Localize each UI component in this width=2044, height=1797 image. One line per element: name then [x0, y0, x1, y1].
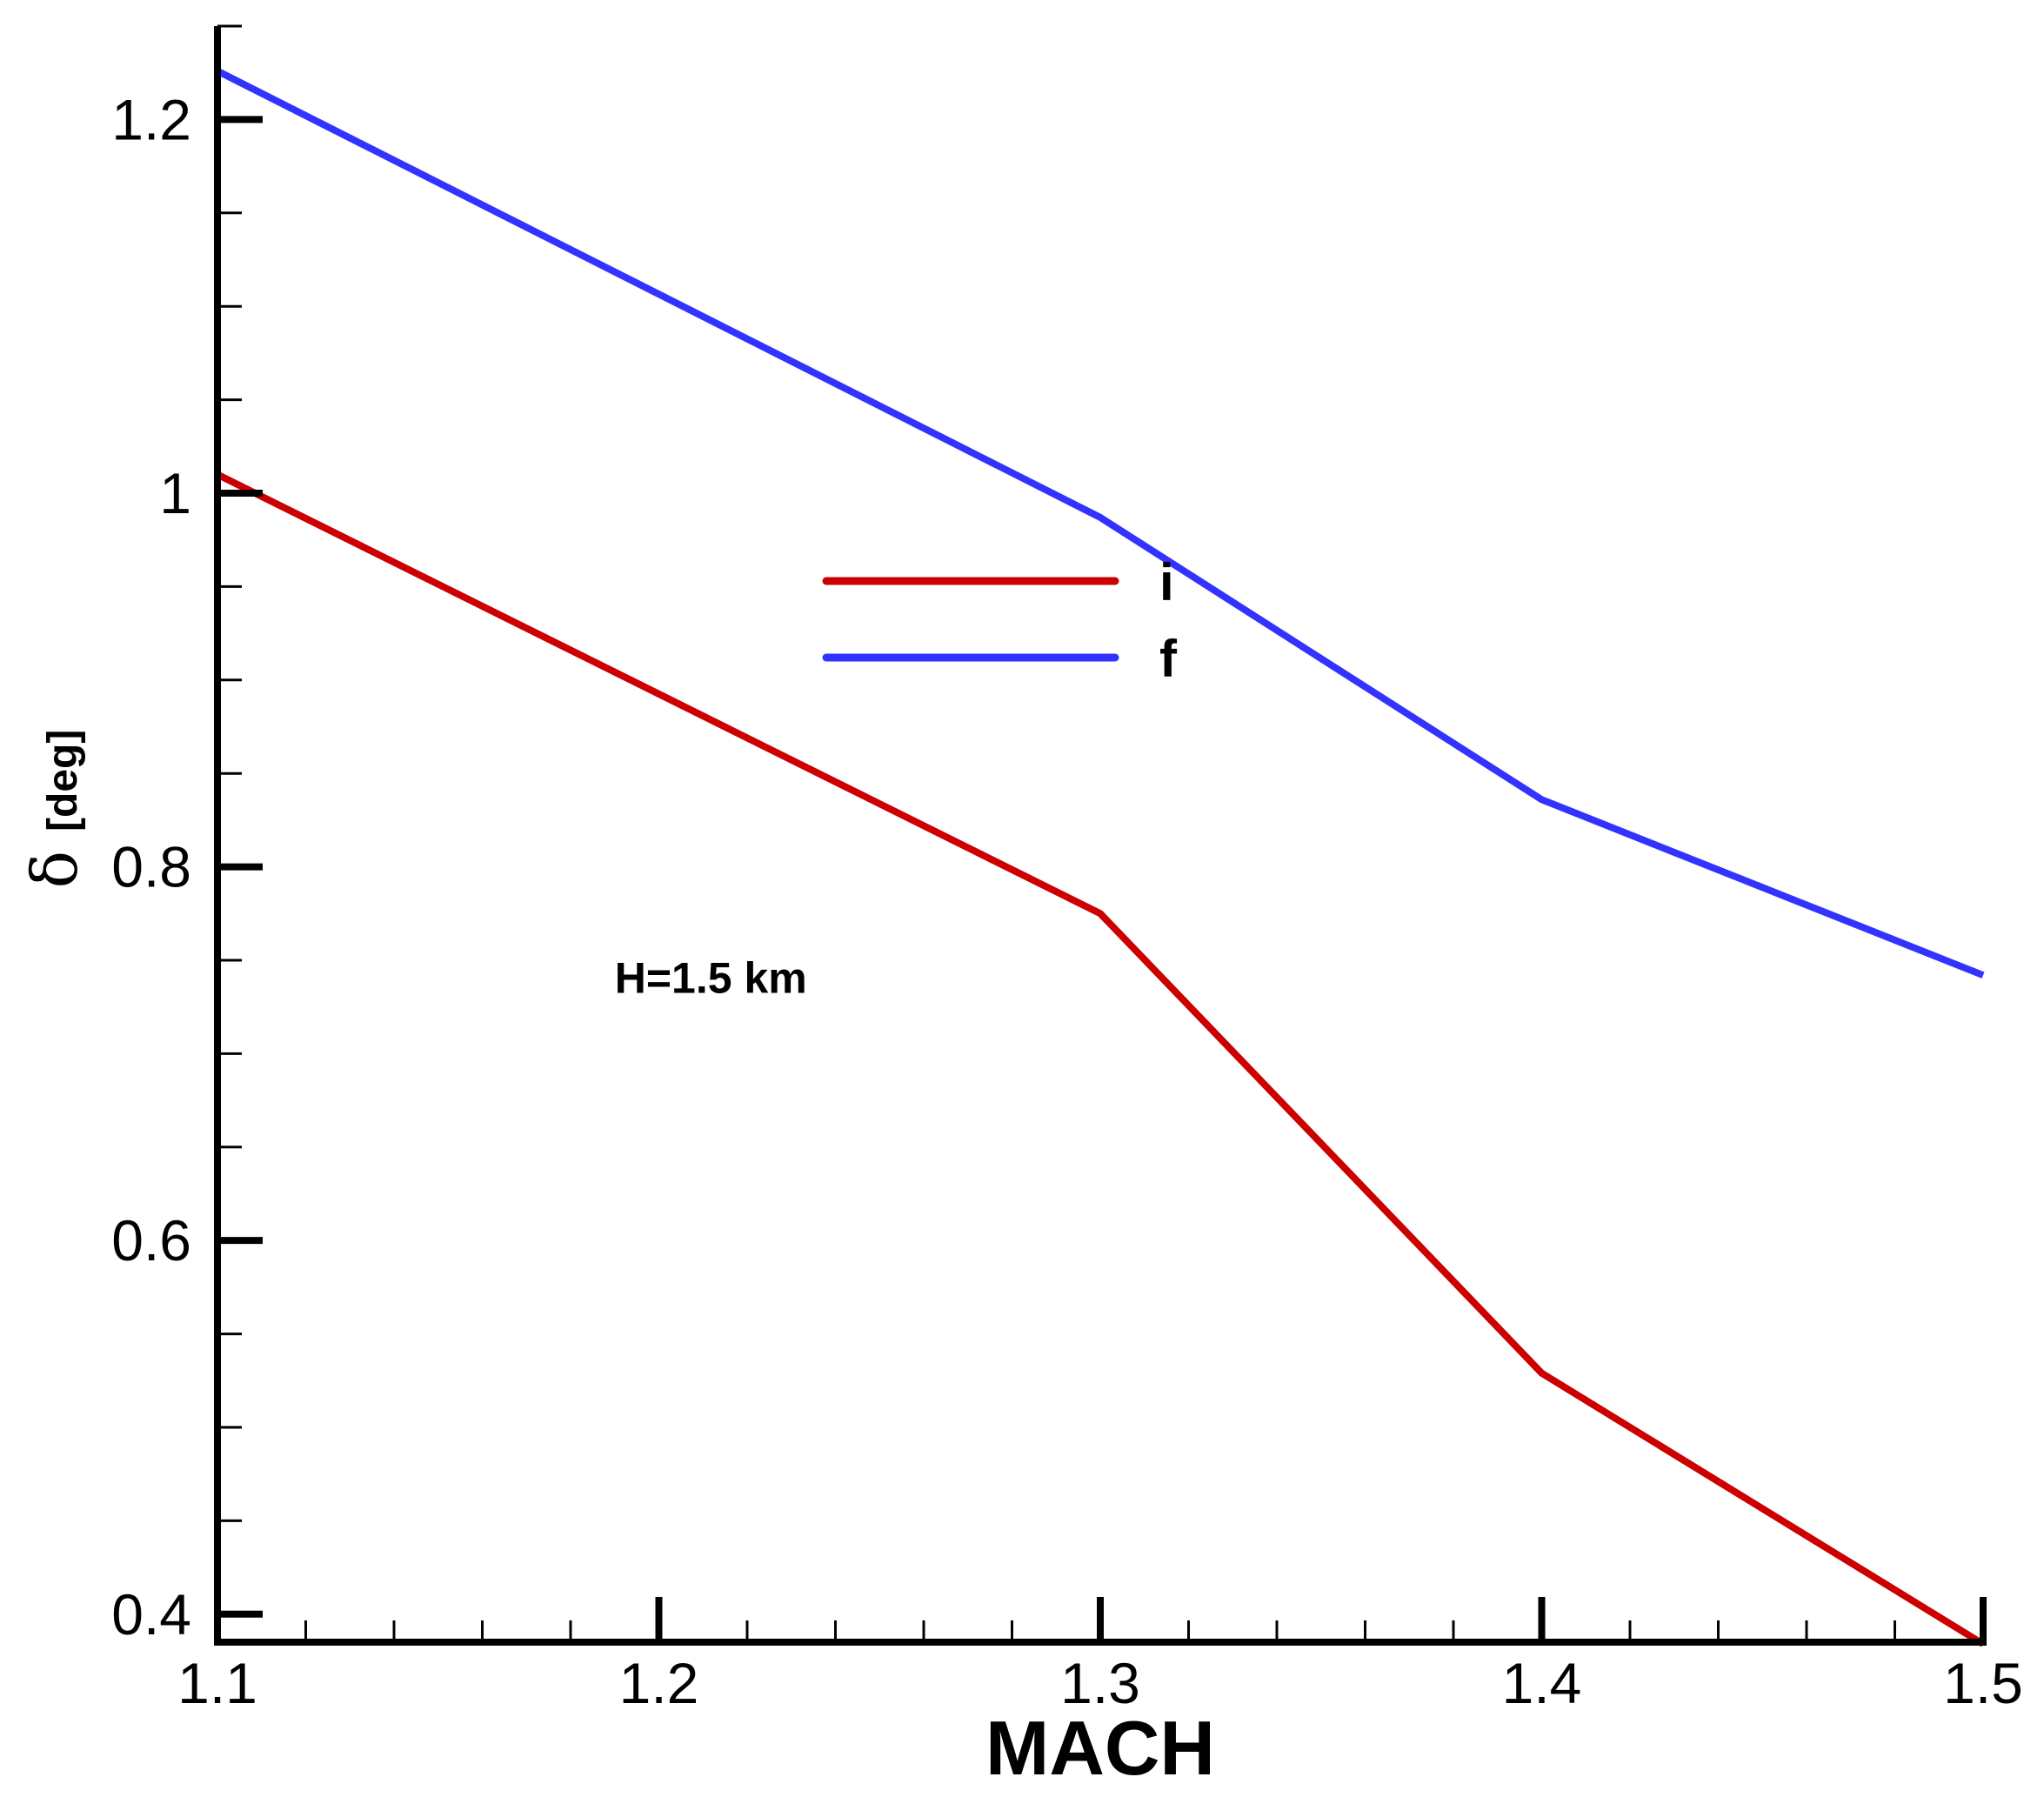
series-layer: [216, 68, 1986, 1647]
annotation-layer: H=1.5 km: [615, 953, 807, 1002]
y-tick-label: 0.8: [111, 835, 191, 899]
x-axis-title: MACH: [985, 1705, 1215, 1791]
legend-label-f: f: [1159, 630, 1178, 688]
y-tick-label: 0.6: [111, 1208, 191, 1273]
series-line-f: [216, 68, 1985, 979]
x-tick-label: 1.1: [177, 1651, 257, 1715]
annotation-label: H=1.5 km: [615, 953, 807, 1002]
y-tick-label: 1.2: [111, 87, 191, 151]
x-tick-label: 1.5: [1943, 1651, 2023, 1715]
svg-text:δ [deg]: δ [deg]: [18, 730, 91, 889]
legend-label-i: i: [1159, 553, 1174, 611]
ticks-layer: 1.1 1.2 1.3 1.4 1.5 0.4 0.6 0.8 1 1.2: [111, 24, 2023, 1715]
legend: if: [822, 553, 1178, 688]
x-tick-label: 1.2: [619, 1651, 699, 1715]
axes-layer: [214, 26, 1987, 1646]
y-axis-title: δ [deg]: [18, 730, 91, 889]
y-axis-title-symbol: δ: [18, 851, 91, 888]
y-axis-title-unit: [deg]: [40, 730, 86, 832]
y-tick-label: 0.4: [111, 1582, 191, 1647]
x-tick-label: 1.4: [1502, 1651, 1582, 1715]
y-tick-label: 1: [159, 461, 191, 525]
x-tick-label: 1.3: [1060, 1651, 1140, 1715]
series-line-i: [216, 471, 1986, 1647]
